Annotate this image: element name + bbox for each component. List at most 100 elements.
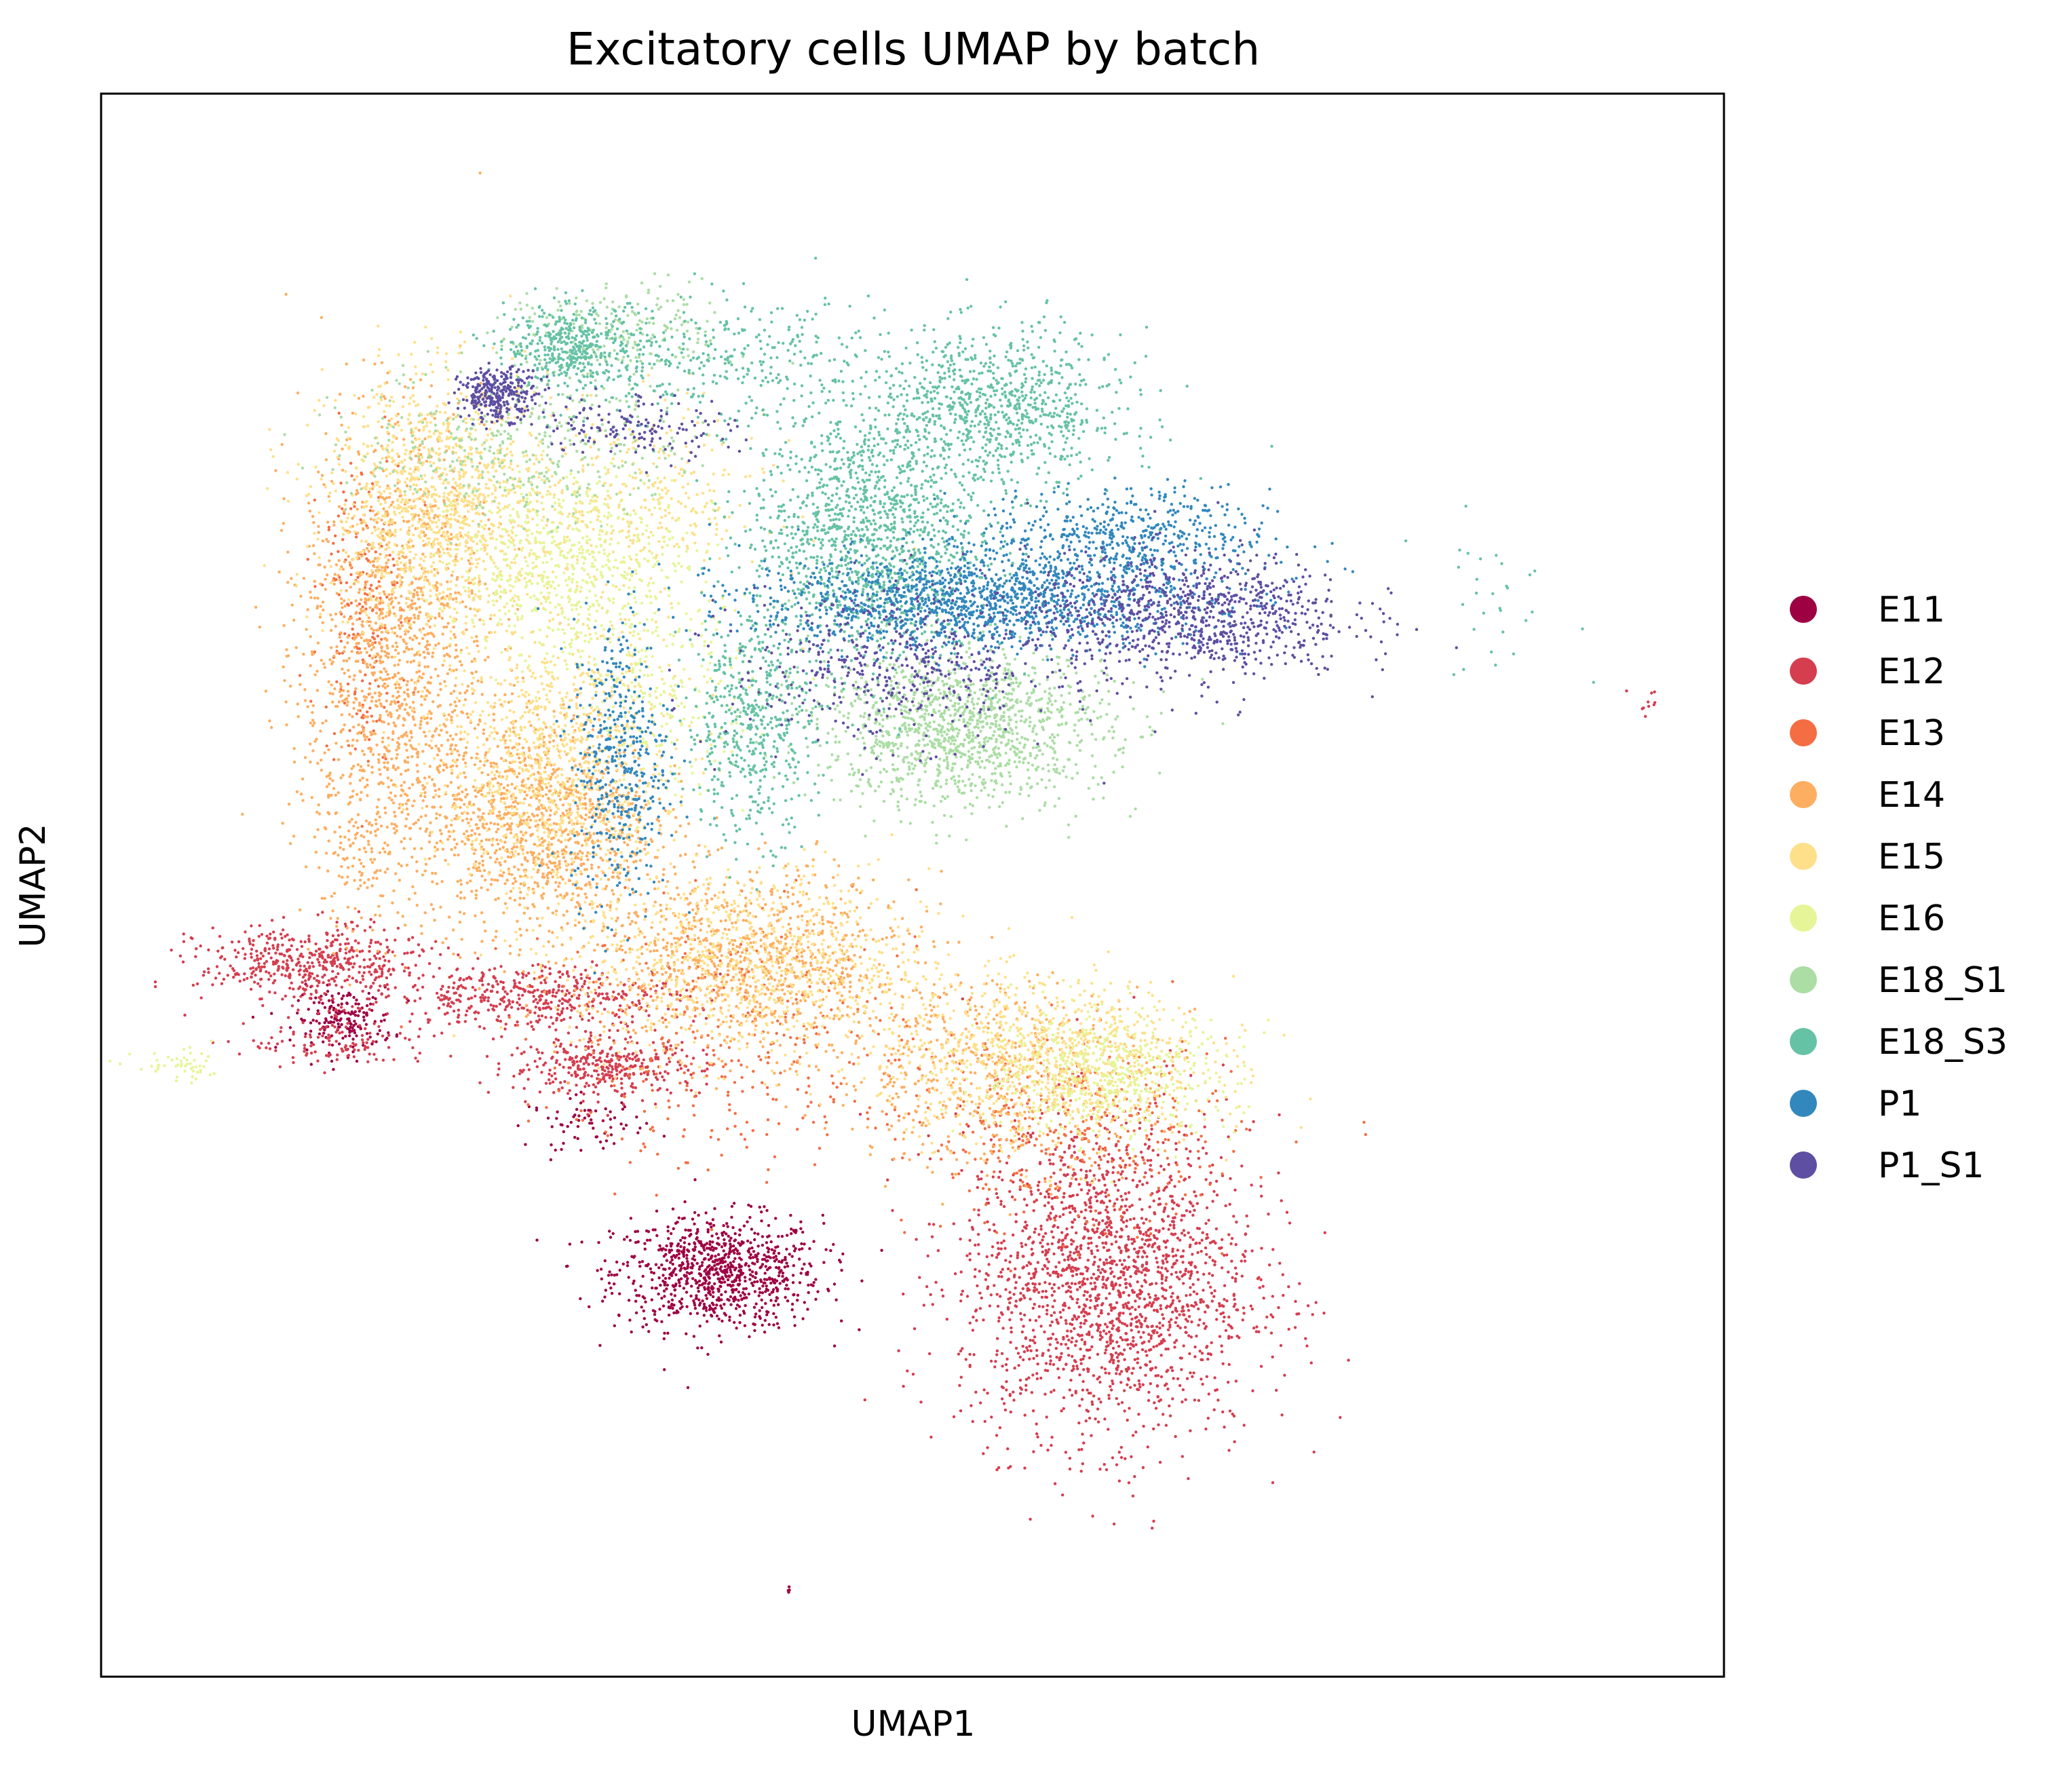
data-point (1060, 1200, 1064, 1204)
data-point (1189, 1236, 1193, 1239)
data-point (925, 1048, 928, 1051)
data-point (440, 993, 443, 997)
data-point (1149, 1132, 1153, 1136)
data-point (1225, 1253, 1229, 1257)
data-point (988, 1304, 992, 1308)
data-point (608, 1270, 611, 1274)
data-point (658, 1244, 661, 1248)
data-point (1171, 1301, 1174, 1305)
data-point (421, 985, 425, 989)
data-point (1149, 1337, 1153, 1340)
data-point (770, 1248, 774, 1251)
data-point (1099, 1158, 1102, 1162)
data-point (774, 1217, 778, 1220)
data-point (1314, 1301, 1318, 1304)
data-point (1145, 1268, 1149, 1272)
data-point (268, 1047, 272, 1050)
data-point (1164, 1246, 1168, 1249)
data-point (1104, 1284, 1108, 1287)
data-point (1062, 1196, 1066, 1199)
data-point (1201, 1382, 1204, 1386)
data-point (286, 964, 289, 967)
data-point (627, 1299, 631, 1302)
data-point (276, 945, 280, 949)
data-point (638, 1261, 641, 1264)
data-point (699, 1274, 703, 1278)
data-point (750, 1281, 754, 1285)
data-point (595, 1135, 599, 1139)
data-point (687, 1069, 690, 1072)
data-point (362, 971, 366, 974)
data-point (647, 1230, 651, 1234)
data-point (556, 1050, 559, 1054)
data-point (1103, 1351, 1107, 1355)
data-point (1073, 1327, 1076, 1331)
data-point (656, 1088, 659, 1092)
data-point (998, 1160, 1002, 1163)
data-point (385, 945, 389, 949)
data-point (1196, 1251, 1200, 1255)
data-point (733, 1320, 736, 1325)
data-point (1099, 1200, 1103, 1204)
data-point (327, 1009, 331, 1013)
data-point (735, 1276, 738, 1280)
data-point (808, 1247, 811, 1251)
data-point (785, 1247, 788, 1251)
data-point (1189, 1371, 1192, 1375)
data-point (680, 1301, 683, 1306)
data-point (651, 1286, 654, 1290)
data-point (1156, 1374, 1160, 1377)
data-point (749, 1204, 753, 1208)
data-point (732, 1244, 735, 1248)
data-point (1052, 1171, 1056, 1175)
data-point (693, 1211, 697, 1215)
data-point (1199, 1193, 1203, 1197)
data-point (1127, 1367, 1130, 1371)
data-point (764, 1265, 767, 1268)
data-point (650, 1298, 653, 1301)
data-point (1107, 1396, 1111, 1401)
data-point (1073, 1218, 1077, 1221)
data-point (621, 1262, 625, 1266)
data-point (510, 1006, 514, 1009)
data-point (1250, 1249, 1254, 1253)
data-point (767, 1223, 771, 1227)
data-point (1090, 1249, 1094, 1253)
data-point (1242, 1306, 1246, 1310)
data-point (1010, 1195, 1014, 1199)
data-point (218, 934, 222, 938)
data-point (1159, 1307, 1163, 1311)
data-point (728, 1239, 731, 1242)
data-point (733, 1251, 736, 1255)
data-point (387, 1033, 391, 1037)
data-point (440, 1031, 444, 1035)
data-point (1064, 1322, 1068, 1325)
data-point (1283, 1373, 1286, 1377)
data-point (723, 1271, 727, 1275)
data-point (273, 991, 277, 995)
data-point (1020, 1244, 1024, 1249)
data-point (278, 952, 282, 956)
data-point (716, 1253, 721, 1257)
data-point (715, 1314, 719, 1318)
data-point (1008, 1260, 1012, 1264)
data-point (405, 997, 408, 1001)
data-point (565, 1006, 569, 1010)
data-point (1086, 1259, 1090, 1262)
data-point (1086, 1192, 1090, 1196)
data-point (818, 1147, 822, 1150)
data-point (1162, 1189, 1166, 1192)
data-point (902, 1384, 905, 1388)
data-point (1037, 1305, 1041, 1308)
data-point (211, 926, 214, 930)
data-point (636, 1230, 640, 1233)
data-point (573, 1113, 577, 1117)
data-point (408, 1020, 412, 1023)
data-point (368, 945, 371, 949)
data-point (1125, 1148, 1128, 1152)
data-point (747, 1292, 751, 1296)
data-point (1185, 1147, 1188, 1151)
data-point (664, 1253, 668, 1256)
data-point (812, 1240, 816, 1243)
data-point (314, 996, 318, 999)
